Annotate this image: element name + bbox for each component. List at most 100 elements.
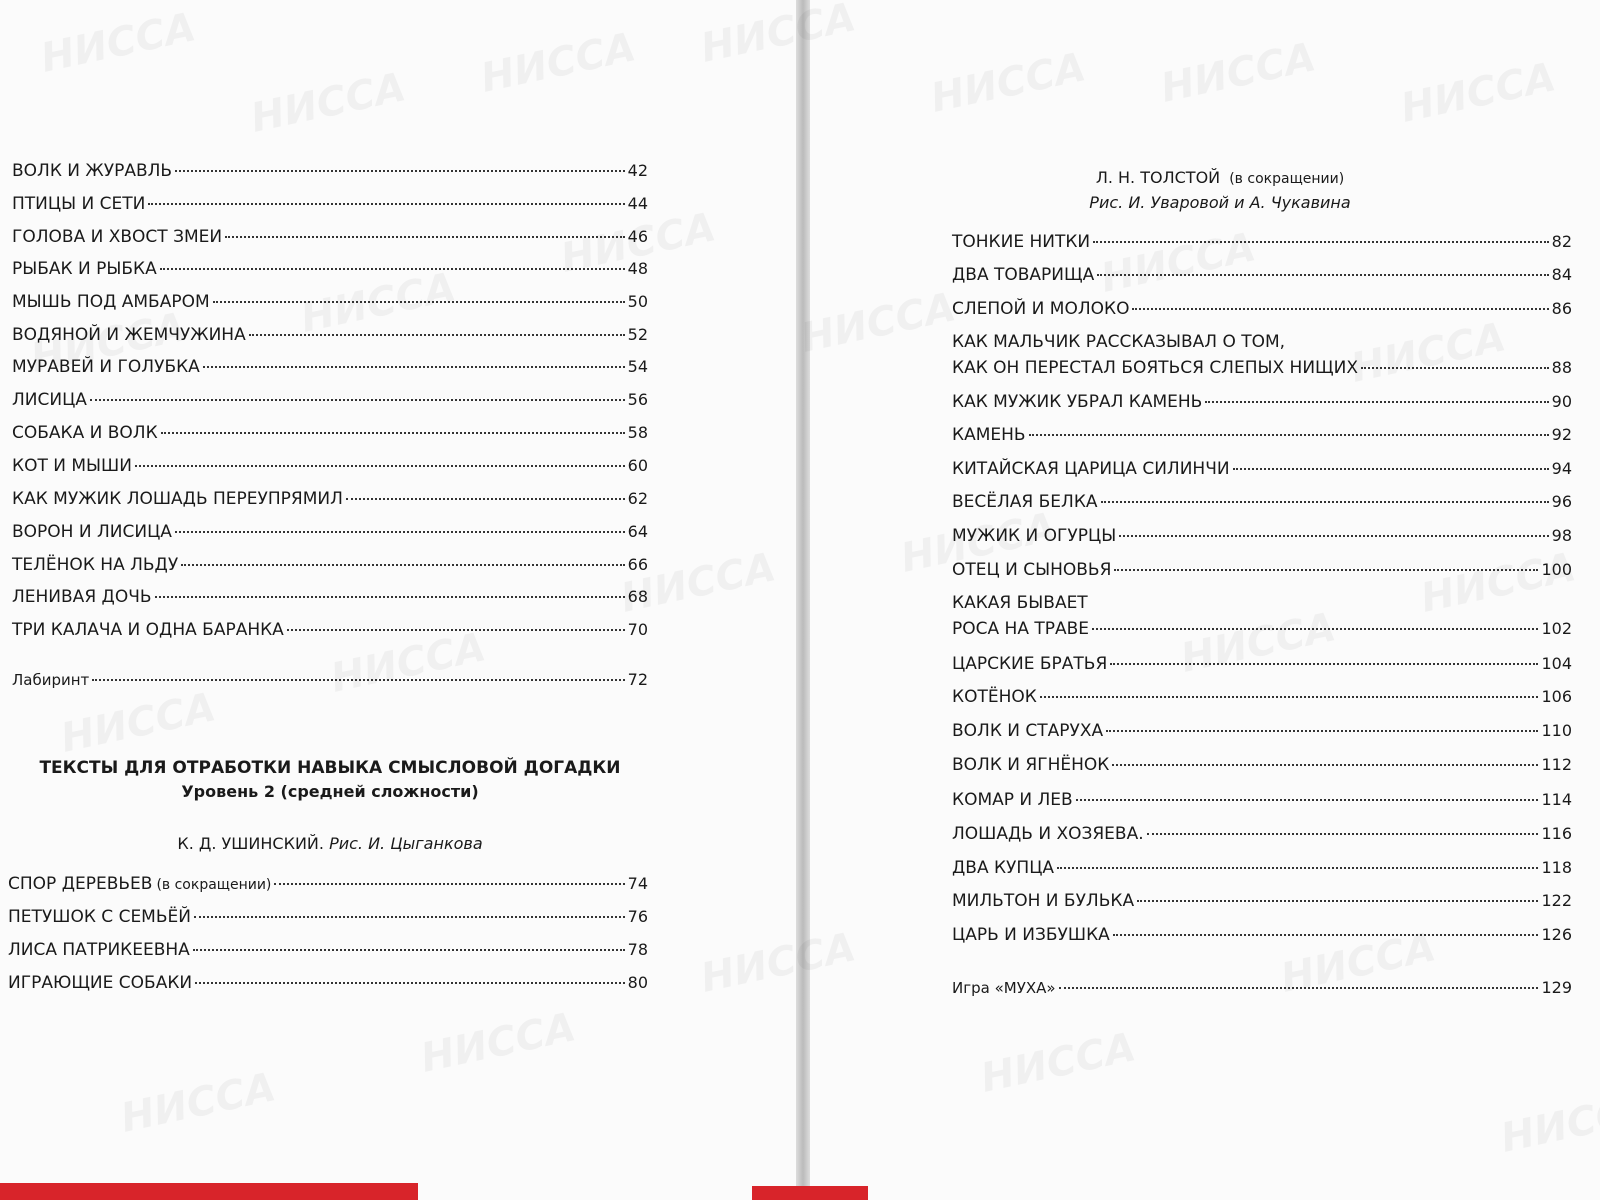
entry-title: ВЕСЁЛАЯ БЕЛКА	[952, 492, 1098, 512]
page-number: 42	[627, 161, 648, 180]
toc-row: КАК МАЛЬЧИК РАССКАЗЫВАЛ О ТОМ,	[952, 330, 1572, 355]
page-number: 110	[1541, 721, 1572, 740]
toc-row: КИТАЙСКАЯ ЦАРИЦА СИЛИНЧИ 94	[952, 454, 1572, 484]
entry-title: МУЖИК И ОГУРЦЫ	[952, 526, 1117, 546]
toc-row: МЫШЬ ПОД АМБАРОМ 50	[12, 287, 648, 317]
toc-entry: КАК МУЖИК УБРАЛ КАМЕНЬ 90	[952, 387, 1572, 417]
toc-entry: ИГРАЮЩИЕ СОБАКИ 80	[8, 968, 648, 998]
section-title: ТЕКСТЫ ДЛЯ ОТРАБОТКИ НАВЫКА СМЫСЛОВОЙ ДО…	[39, 758, 621, 778]
entry-title: ОТЕЦ И СЫНОВЬЯ	[952, 560, 1112, 580]
entry-title: КАМЕНЬ	[952, 425, 1026, 445]
toc-entry: ЛИСА ПАТРИКЕЕВНА 78	[8, 935, 648, 965]
page-number: 94	[1551, 459, 1572, 478]
entry-title: КАК ОН ПЕРЕСТАЛ БОЯТЬСЯ СЛЕПЫХ НИЩИХ	[952, 358, 1358, 378]
toc-row: КОТЁНОК 106	[952, 682, 1572, 712]
leader	[286, 629, 625, 631]
leader	[1093, 241, 1549, 243]
toc-entry: ДВА ТОВАРИЩА 84	[952, 260, 1572, 290]
toc-entry: ПЕТУШОК С СЕМЬЁЙ 76	[8, 902, 648, 932]
page-number: 129	[1541, 978, 1572, 997]
entry-title: ЛЕНИВАЯ ДОЧЬ	[12, 587, 152, 607]
page-number: 96	[1551, 492, 1572, 511]
page-number: 80	[627, 973, 648, 992]
entry-title: ЦАРСКИЕ БРАТЬЯ	[952, 654, 1108, 674]
leader	[1205, 401, 1549, 403]
entry-title: КАКАЯ БЫВАЕТ	[952, 593, 1088, 613]
toc-row: КАК МУЖИК УБРАЛ КАМЕНЬ 90	[952, 387, 1572, 417]
page-number: 92	[1551, 425, 1572, 444]
toc-entry: ЦАРЬ И ИЗБУШКА 126	[952, 920, 1572, 950]
page-number: 72	[627, 670, 648, 689]
page-number: 98	[1551, 526, 1572, 545]
toc-row: КОТ И МЫШИ 60	[12, 451, 648, 481]
leader	[193, 916, 625, 918]
toc-row: ВОЛК И СТАРУХА 110	[952, 716, 1572, 746]
entry-title: ПТИЦЫ И СЕТИ	[12, 194, 146, 214]
leader	[1058, 987, 1539, 989]
entry-title: Лабиринт	[12, 671, 90, 689]
entry-title: КОМАР И ЛЕВ	[952, 790, 1073, 810]
leader	[1106, 730, 1539, 732]
toc-entry: ЛОШАДЬ И ХОЗЯЕВА. 116	[952, 819, 1572, 849]
author-line: Л. Н. ТОЛСТОЙ (в сокращении)	[1000, 168, 1440, 187]
toc-entry: ВОДЯНОЙ И ЖЕМЧУЖИНА 52	[12, 320, 648, 350]
toc-row: ГОЛОВА И ХВОСТ ЗМЕИ 46	[12, 222, 648, 252]
toc-entry: ЛЕНИВАЯ ДОЧЬ 68	[12, 582, 648, 612]
page-number: 78	[627, 940, 648, 959]
author-note: (в сокращении)	[1229, 171, 1345, 187]
entry-title: ВОЛК И ЯГНЁНОК	[952, 755, 1110, 775]
entry-title: ТРИ КАЛАЧА И ОДНА БАРАНКА	[12, 620, 284, 640]
page-number: 126	[1541, 925, 1572, 944]
entry-title: МУРАВЕЙ И ГОЛУБКА	[12, 357, 200, 377]
toc-entry: ЛИСИЦА 56	[12, 385, 648, 415]
entry-title: ЛОШАДЬ И ХОЗЯЕВА.	[952, 824, 1144, 844]
page-number: 88	[1551, 358, 1572, 377]
illustrator: Рис. И. Цыганкова	[329, 834, 483, 853]
toc-entry: КОТЁНОК 106	[952, 682, 1572, 712]
toc-row: ИГРАЮЩИЕ СОБАКИ 80	[8, 968, 648, 998]
toc-row: ЦАРЬ И ИЗБУШКА 126	[952, 920, 1572, 950]
entry-title: ВОДЯНОЙ И ЖЕМЧУЖИНА	[12, 325, 246, 345]
toc-entry: ВОЛК И СТАРУХА 110	[952, 716, 1572, 746]
entry-title: КАК МАЛЬЧИК РАССКАЗЫВАЛ О ТОМ,	[952, 332, 1286, 352]
page-number: 76	[627, 907, 648, 926]
red-strip	[752, 1186, 868, 1200]
toc-entry: КИТАЙСКАЯ ЦАРИЦА СИЛИНЧИ 94	[952, 454, 1572, 484]
page-number: 90	[1551, 392, 1572, 411]
toc-row: МУЖИК И ОГУРЦЫ 98	[952, 521, 1572, 551]
leader	[1092, 628, 1539, 630]
toc-entry: СОБАКА И ВОЛК 58	[12, 418, 648, 448]
page-number: 66	[627, 555, 648, 574]
leader	[345, 498, 625, 500]
leader	[134, 465, 625, 467]
entry-title: КАК МУЖИК УБРАЛ КАМЕНЬ	[952, 392, 1203, 412]
page-number: 58	[627, 423, 648, 442]
page-number: 70	[627, 620, 648, 639]
entry-title: ДВА КУПЦА	[952, 858, 1055, 878]
entry-title: ВОРОН И ЛИСИЦА	[12, 522, 172, 542]
leader	[1110, 663, 1539, 665]
entry-title: КАК МУЖИК ЛОШАДЬ ПЕРЕУПРЯМИЛ	[12, 489, 343, 509]
leader	[92, 679, 625, 681]
toc-entry: ПТИЦЫ И СЕТИ 44	[12, 189, 648, 219]
toc-entry: ВЕСЁЛАЯ БЕЛКА 96	[952, 487, 1572, 517]
toc-entry: КАК МУЖИК ЛОШАДЬ ПЕРЕУПРЯМИЛ 62	[12, 484, 648, 514]
toc-row: СЛЕПОЙ И МОЛОКО 86	[952, 294, 1572, 324]
page-number: 60	[627, 456, 648, 475]
toc-row: Лабиринт 72	[12, 665, 648, 695]
leader	[195, 982, 625, 984]
toc-row: ОТЕЦ И СЫНОВЬЯ 100	[952, 555, 1572, 585]
page-number: 56	[627, 390, 648, 409]
toc-entry: КАКАЯ БЫВАЕТ РОСА НА ТРАВЕ 102	[952, 591, 1572, 641]
toc-row: ЛОШАДЬ И ХОЗЯЕВА. 116	[952, 819, 1572, 849]
leader	[1114, 569, 1539, 571]
toc-entry: Игра «МУХА» 129	[952, 973, 1572, 1003]
toc-entry: КАМЕНЬ 92	[952, 420, 1572, 450]
toc-row: ВОРОН И ЛИСИЦА 64	[12, 517, 648, 547]
toc-row: ЛЕНИВАЯ ДОЧЬ 68	[12, 582, 648, 612]
toc-entry: ЦАРСКИЕ БРАТЬЯ 104	[952, 649, 1572, 679]
toc-row: ПТИЦЫ И СЕТИ 44	[12, 189, 648, 219]
page-number: 54	[627, 357, 648, 376]
entry-title: КОТЁНОК	[952, 687, 1037, 707]
page-number: 62	[627, 489, 648, 508]
